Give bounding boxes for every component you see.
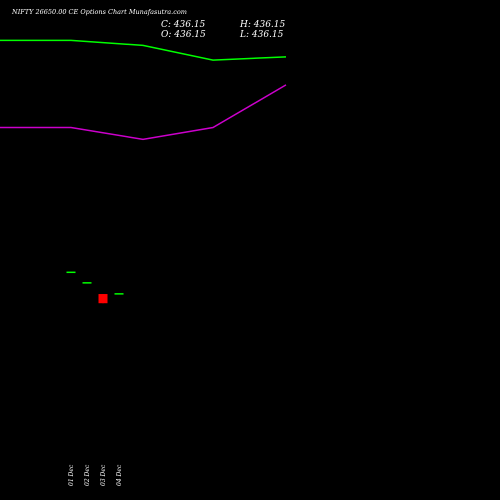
x-tick-label: 04 Dec [116, 464, 123, 486]
x-axis-ticks: 01 Dec 02 Dec 03 Dec 04 Dec [68, 464, 123, 486]
indicator-lines [0, 39, 287, 141]
low-value: L: 436.15 [239, 30, 284, 40]
candles [66, 271, 124, 304]
candle [114, 293, 124, 295]
candle [82, 282, 92, 284]
candle [66, 271, 76, 274]
open-value: O: 436.15 [161, 30, 206, 40]
indicator-line-2 [0, 84, 287, 141]
high-value: H: 436.15 [239, 20, 286, 30]
x-tick-label: 01 Dec [68, 464, 75, 486]
close-value: C: 436.15 [161, 20, 206, 30]
indicator-line-1 [0, 39, 287, 61]
x-tick-label: 02 Dec [84, 464, 91, 486]
candle [98, 294, 108, 304]
chart-title: NIFTY 26650.00 CE Options Chart Munafasu… [11, 8, 187, 16]
x-tick-label: 03 Dec [100, 464, 107, 486]
